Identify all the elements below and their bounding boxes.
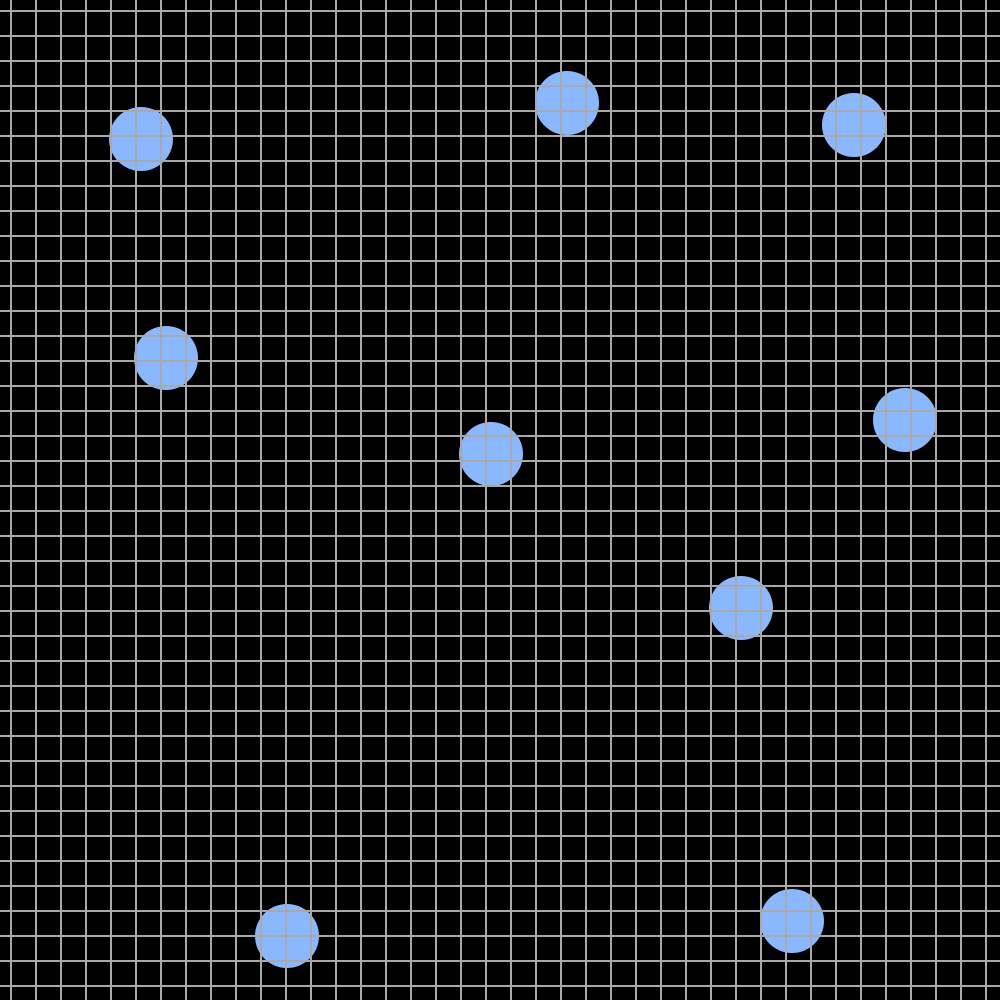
target-circle[interactable] xyxy=(459,422,523,486)
target-circle[interactable] xyxy=(822,93,886,157)
target-circle[interactable] xyxy=(134,326,198,390)
target-circle[interactable] xyxy=(535,71,599,135)
target-circle[interactable] xyxy=(255,904,319,968)
target-circle[interactable] xyxy=(873,388,937,452)
target-circle[interactable] xyxy=(760,889,824,953)
target-circle[interactable] xyxy=(709,576,773,640)
target-circle[interactable] xyxy=(109,107,173,171)
